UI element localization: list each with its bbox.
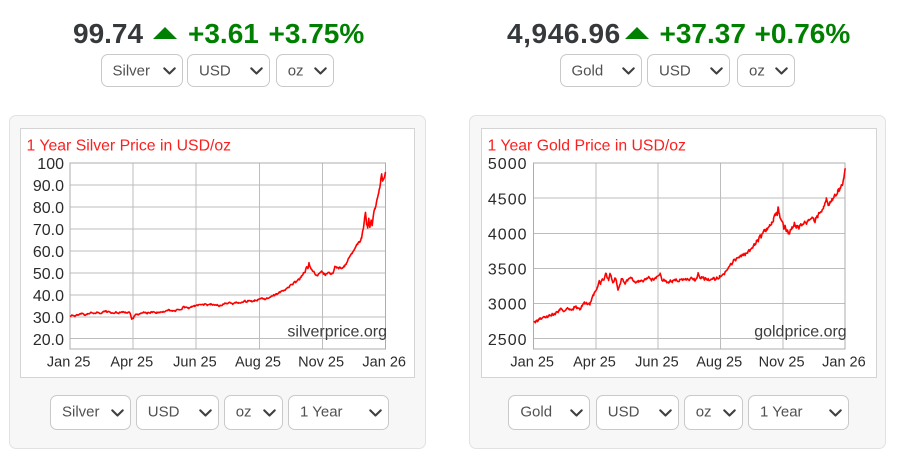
svg-text:Apr 25: Apr 25 (573, 354, 616, 370)
svg-text:1 Year Gold Price in USD/oz: 1 Year Gold Price in USD/oz (487, 137, 686, 154)
svg-text:3000: 3000 (487, 296, 527, 313)
svg-text:90.0: 90.0 (33, 178, 64, 195)
svg-text:Jan 25: Jan 25 (47, 354, 91, 370)
svg-text:Jun 25: Jun 25 (635, 354, 679, 370)
svg-text:Aug 25: Aug 25 (696, 354, 742, 370)
svg-text:4500: 4500 (487, 191, 527, 208)
svg-text:Aug 25: Aug 25 (235, 354, 281, 370)
svg-text:Jan 26: Jan 26 (822, 354, 866, 370)
svg-text:4000: 4000 (487, 226, 527, 243)
svg-text:2500: 2500 (487, 331, 527, 348)
svg-text:goldprice.org: goldprice.org (754, 323, 847, 340)
svg-text:silverprice.org: silverprice.org (287, 323, 387, 340)
svg-text:40.0: 40.0 (33, 287, 64, 304)
svg-text:50.0: 50.0 (33, 265, 64, 282)
svg-text:70.0: 70.0 (33, 222, 64, 239)
svg-text:5000: 5000 (487, 156, 527, 173)
svg-text:80.0: 80.0 (33, 200, 64, 217)
svg-text:Nov 25: Nov 25 (758, 354, 804, 370)
svg-text:Jan 26: Jan 26 (362, 354, 406, 370)
svg-text:1 Year Silver Price in USD/oz: 1 Year Silver Price in USD/oz (27, 137, 232, 154)
svg-text:Jan 25: Jan 25 (510, 354, 554, 370)
svg-text:100: 100 (37, 156, 64, 173)
svg-text:Jun 25: Jun 25 (173, 354, 217, 370)
svg-text:30.0: 30.0 (33, 309, 64, 326)
svg-text:Nov 25: Nov 25 (298, 354, 344, 370)
svg-text:60.0: 60.0 (33, 244, 64, 261)
svg-text:Apr 25: Apr 25 (110, 354, 153, 370)
svg-text:20.0: 20.0 (33, 331, 64, 348)
svg-text:3500: 3500 (487, 261, 527, 278)
